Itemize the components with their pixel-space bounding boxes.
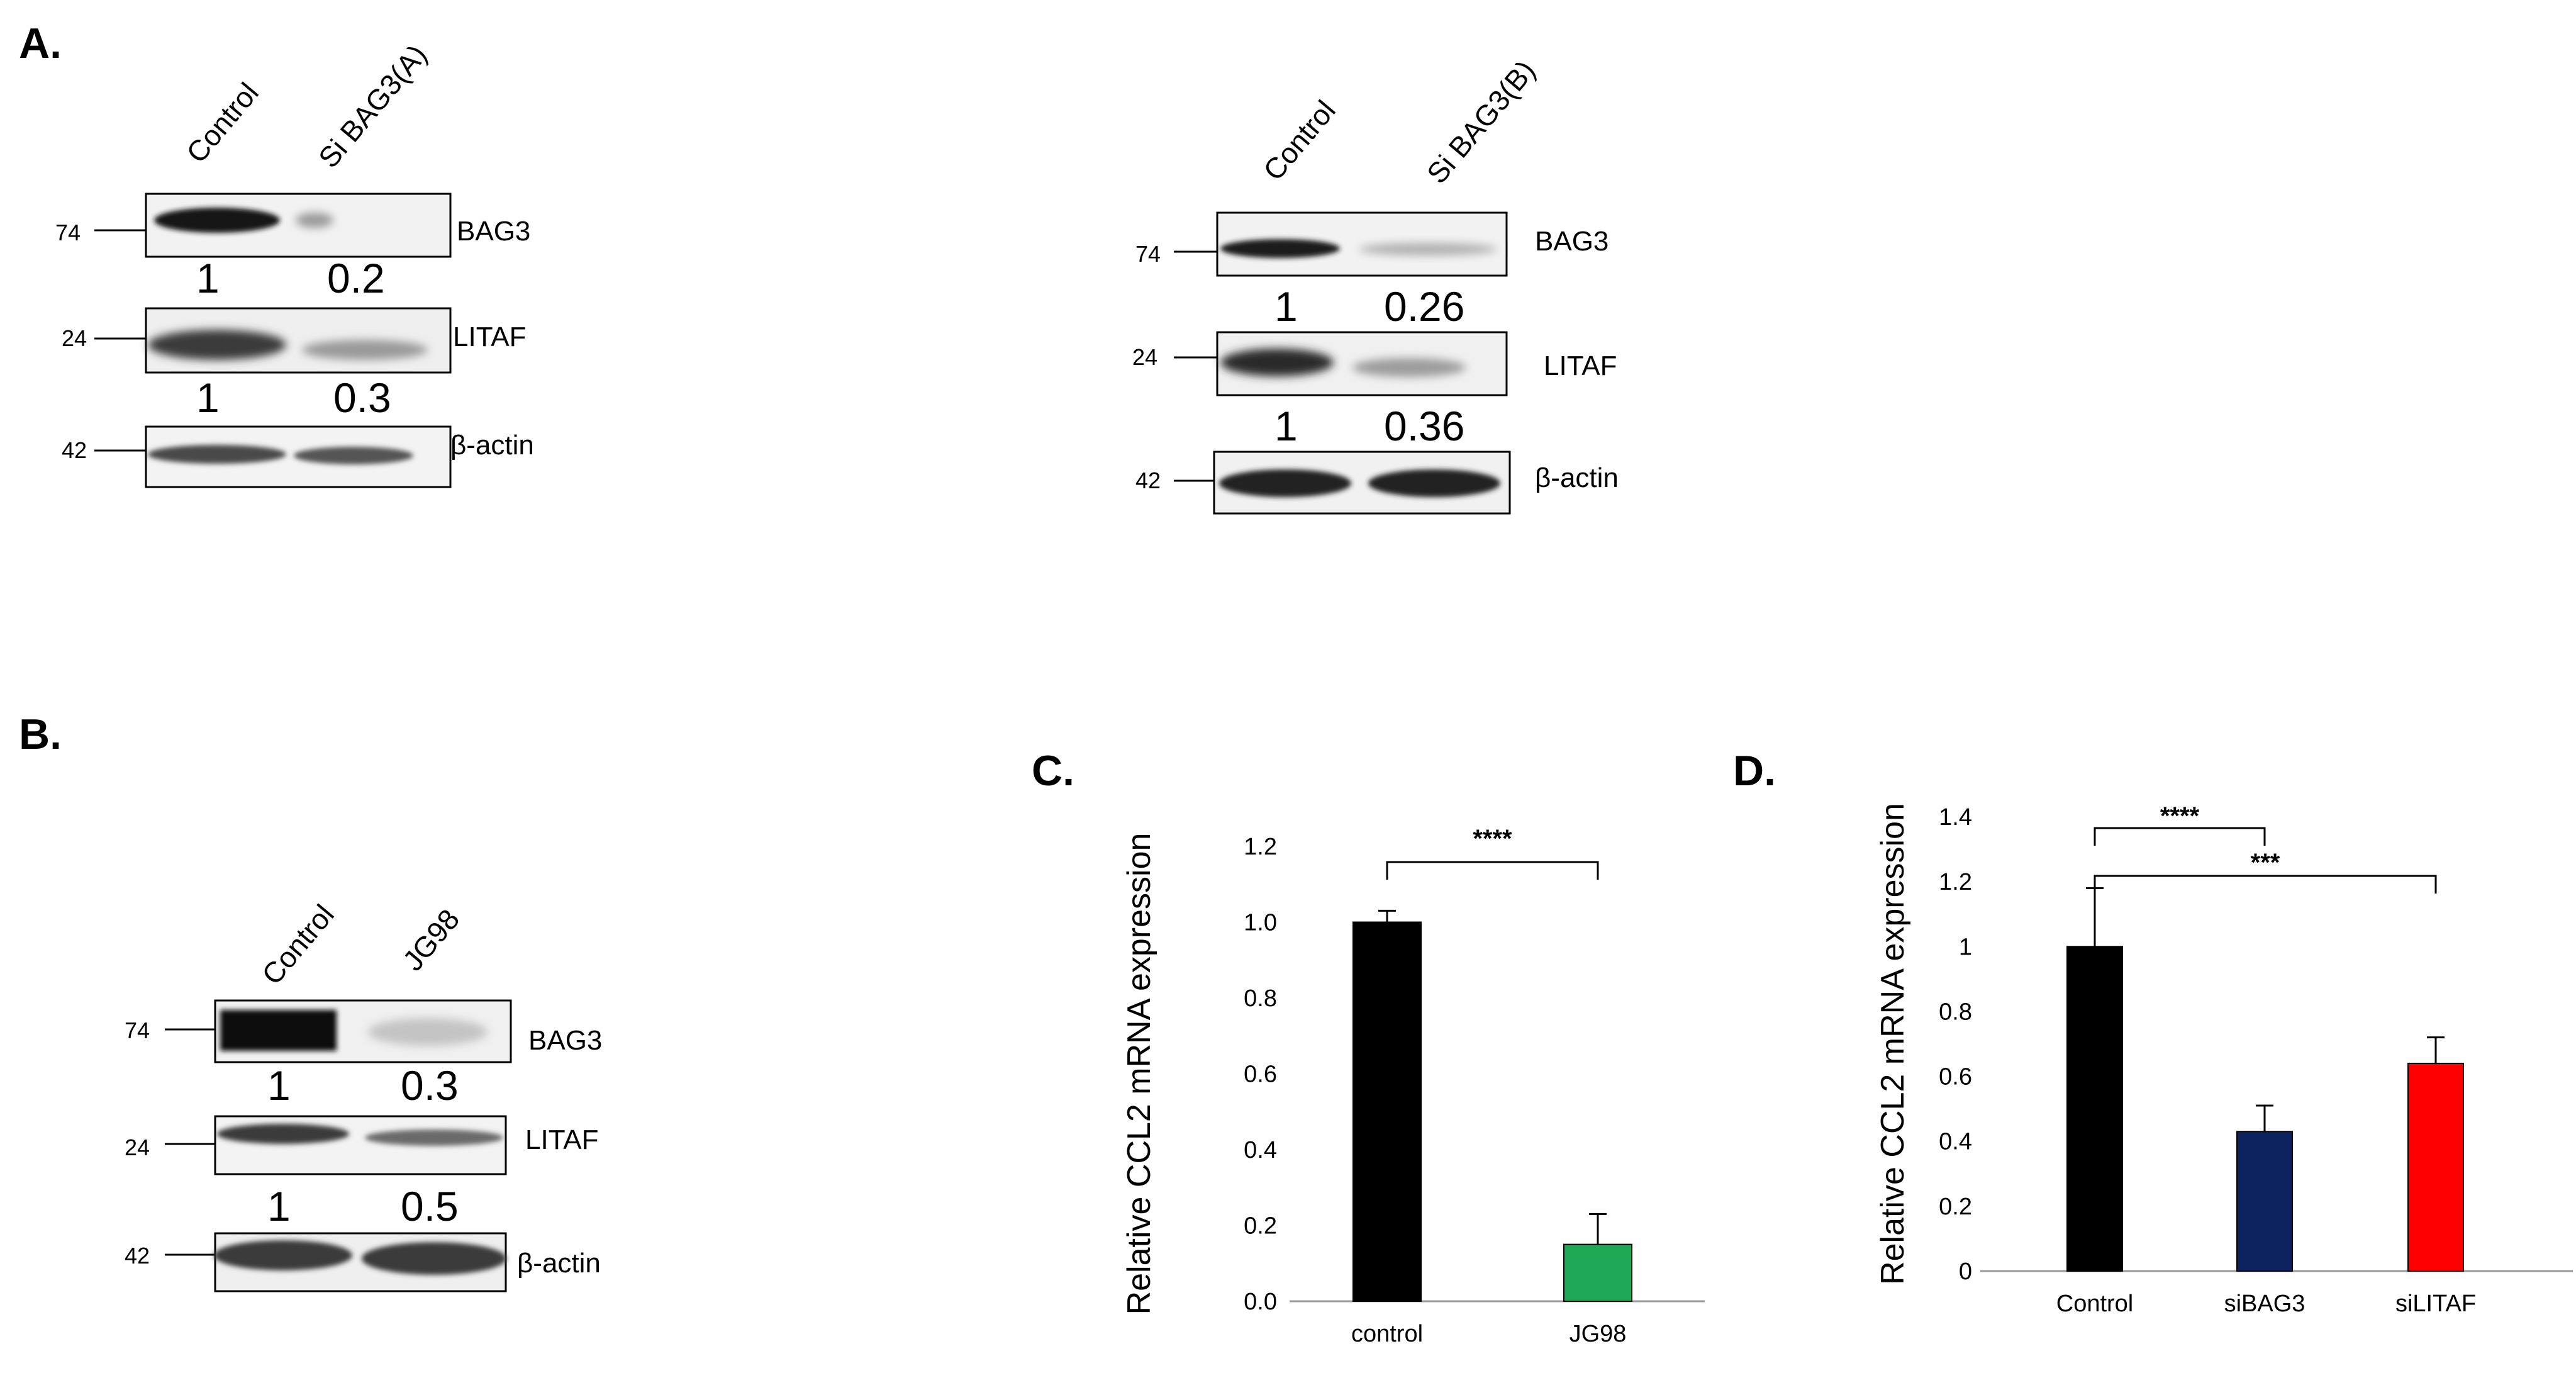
band [365, 1129, 503, 1146]
chart-d: 0 0.2 0.4 0.6 0.8 1 1.2 1.4 Relative CCL2 mRNA e… [1875, 802, 2573, 1317]
band [1359, 243, 1497, 255]
y-tick-label: 1.4 [1939, 804, 1972, 831]
mw-marker: 42 [1135, 468, 1161, 493]
band [1352, 358, 1466, 377]
quant-value: 1 [267, 1062, 291, 1109]
protein-label-litaf: LITAF [1544, 350, 1617, 381]
band [1368, 469, 1500, 497]
band [214, 1240, 352, 1270]
panel-label-b: B. [19, 710, 62, 758]
quant-value: 1 [1274, 403, 1298, 449]
mw-marker: 74 [55, 220, 81, 245]
y-tick-label: 1 [1959, 934, 1972, 960]
bar [2407, 1062, 2464, 1272]
bar [1352, 921, 1422, 1302]
x-tick-label: JG98 [1570, 1321, 1627, 1347]
band [368, 1018, 488, 1046]
mw-marker: 24 [125, 1135, 150, 1160]
quant-value: 0.3 [333, 374, 391, 421]
significance-bracket [2094, 875, 2437, 894]
quant-value: 0.2 [327, 255, 385, 301]
mw-marker: 24 [62, 325, 87, 351]
bar [2066, 946, 2123, 1272]
protein-label-beta-actin: β-actin [517, 1248, 601, 1279]
significance-label: *** [2251, 849, 2280, 877]
bar [1563, 1243, 1632, 1302]
protein-label-beta-actin: β-actin [450, 430, 534, 461]
lane-label-control: Control [180, 76, 265, 169]
quant-value: 0.5 [401, 1183, 459, 1230]
y-tick-label: 0.0 [1244, 1289, 1277, 1315]
y-tick-label: 1.0 [1244, 910, 1277, 936]
band [1219, 469, 1351, 497]
band [220, 1010, 337, 1051]
mw-marker: 42 [62, 437, 87, 463]
lane-label-si-bag3-b: Si BAG3(B) [1420, 54, 1542, 190]
protein-label-bag3: BAG3 [528, 1025, 602, 1056]
significance-label: **** [1473, 825, 1512, 853]
panel-label-d: D. [1733, 747, 1776, 795]
quant-value: 1 [196, 255, 220, 301]
quant-value: 0.36 [1384, 403, 1464, 449]
lane-label-jg98: JG98 [396, 903, 466, 977]
protein-label-beta-actin: β-actin [1535, 462, 1619, 493]
quant-value: 0.3 [401, 1062, 459, 1109]
band [1220, 239, 1340, 258]
significance-label: **** [2160, 802, 2200, 830]
protein-label-bag3: BAG3 [1535, 226, 1609, 257]
y-tick-label: 0.2 [1244, 1213, 1277, 1240]
quant-value: 1 [1274, 283, 1298, 330]
blot-strip-bag3 [145, 193, 452, 258]
band [154, 208, 280, 233]
protein-label-bag3: BAG3 [457, 216, 530, 247]
chart-c: 0.0 0.2 0.4 0.6 0.8 1.0 1.2 Relative CCL2 mRNA … [1121, 825, 1705, 1347]
mw-marker: 42 [125, 1243, 150, 1269]
band [1220, 349, 1334, 376]
y-tick-label: 0 [1959, 1258, 1972, 1285]
y-tick-label: 0.6 [1939, 1064, 1972, 1090]
band [148, 445, 286, 464]
x-tick-label: siLITAF [2395, 1291, 2476, 1317]
blot-a-left: Control Si BAG3(A) 74 BAG3 1 0.2 24 LITA… [55, 38, 534, 488]
y-tick-label: 0.8 [1939, 999, 1972, 1025]
x-tick-label: siBAG3 [2224, 1291, 2306, 1317]
lane-label-si-bag3-a: Si BAG3(A) [312, 38, 433, 174]
y-tick-label: 0.6 [1244, 1062, 1277, 1088]
y-tick-label: 0.4 [1244, 1137, 1277, 1163]
x-tick-label: Control [2056, 1291, 2134, 1317]
bar [2236, 1131, 2293, 1272]
band [217, 1124, 349, 1144]
band [294, 447, 413, 464]
y-tick-label: 0.4 [1939, 1129, 1972, 1155]
quant-value: 1 [267, 1183, 291, 1230]
protein-label-litaf: LITAF [525, 1124, 599, 1155]
protein-label-litaf: LITAF [453, 322, 527, 352]
y-tick-label: 0.8 [1244, 985, 1277, 1012]
y-axis-label: Relative CCL2 mRNA expression [1875, 803, 1911, 1285]
band [296, 213, 333, 228]
band [302, 340, 428, 360]
y-tick-label: 1.2 [1244, 834, 1277, 860]
quant-value: 0.26 [1384, 283, 1464, 330]
mw-marker: 74 [1135, 241, 1161, 267]
lane-label-control: Control [255, 898, 340, 990]
panel-label-c: C. [1032, 747, 1074, 795]
y-tick-label: 0.2 [1939, 1194, 1972, 1220]
lane-label-control: Control [1257, 94, 1342, 186]
blot-a-right: Control Si BAG3(B) 74 BAG3 1 0.26 24 LIT… [1132, 54, 1619, 515]
band [148, 330, 286, 360]
significance-bracket [1386, 861, 1599, 880]
quant-value: 1 [196, 374, 220, 421]
mw-marker: 74 [125, 1017, 150, 1043]
mw-marker: 24 [1132, 344, 1157, 370]
x-tick-label: control [1351, 1321, 1423, 1347]
significance-bracket [2094, 827, 2266, 846]
y-axis-label: Relative CCL2 mRNA expression [1121, 833, 1157, 1315]
band [362, 1242, 506, 1275]
panel-label-a: A. [19, 20, 62, 67]
blot-b: Control JG98 74 BAG3 1 0.3 24 LITAF 1 0.… [125, 898, 602, 1292]
y-tick-label: 1.2 [1939, 869, 1972, 895]
